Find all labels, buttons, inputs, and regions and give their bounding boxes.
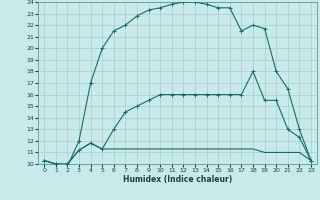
X-axis label: Humidex (Indice chaleur): Humidex (Indice chaleur) [123, 175, 232, 184]
